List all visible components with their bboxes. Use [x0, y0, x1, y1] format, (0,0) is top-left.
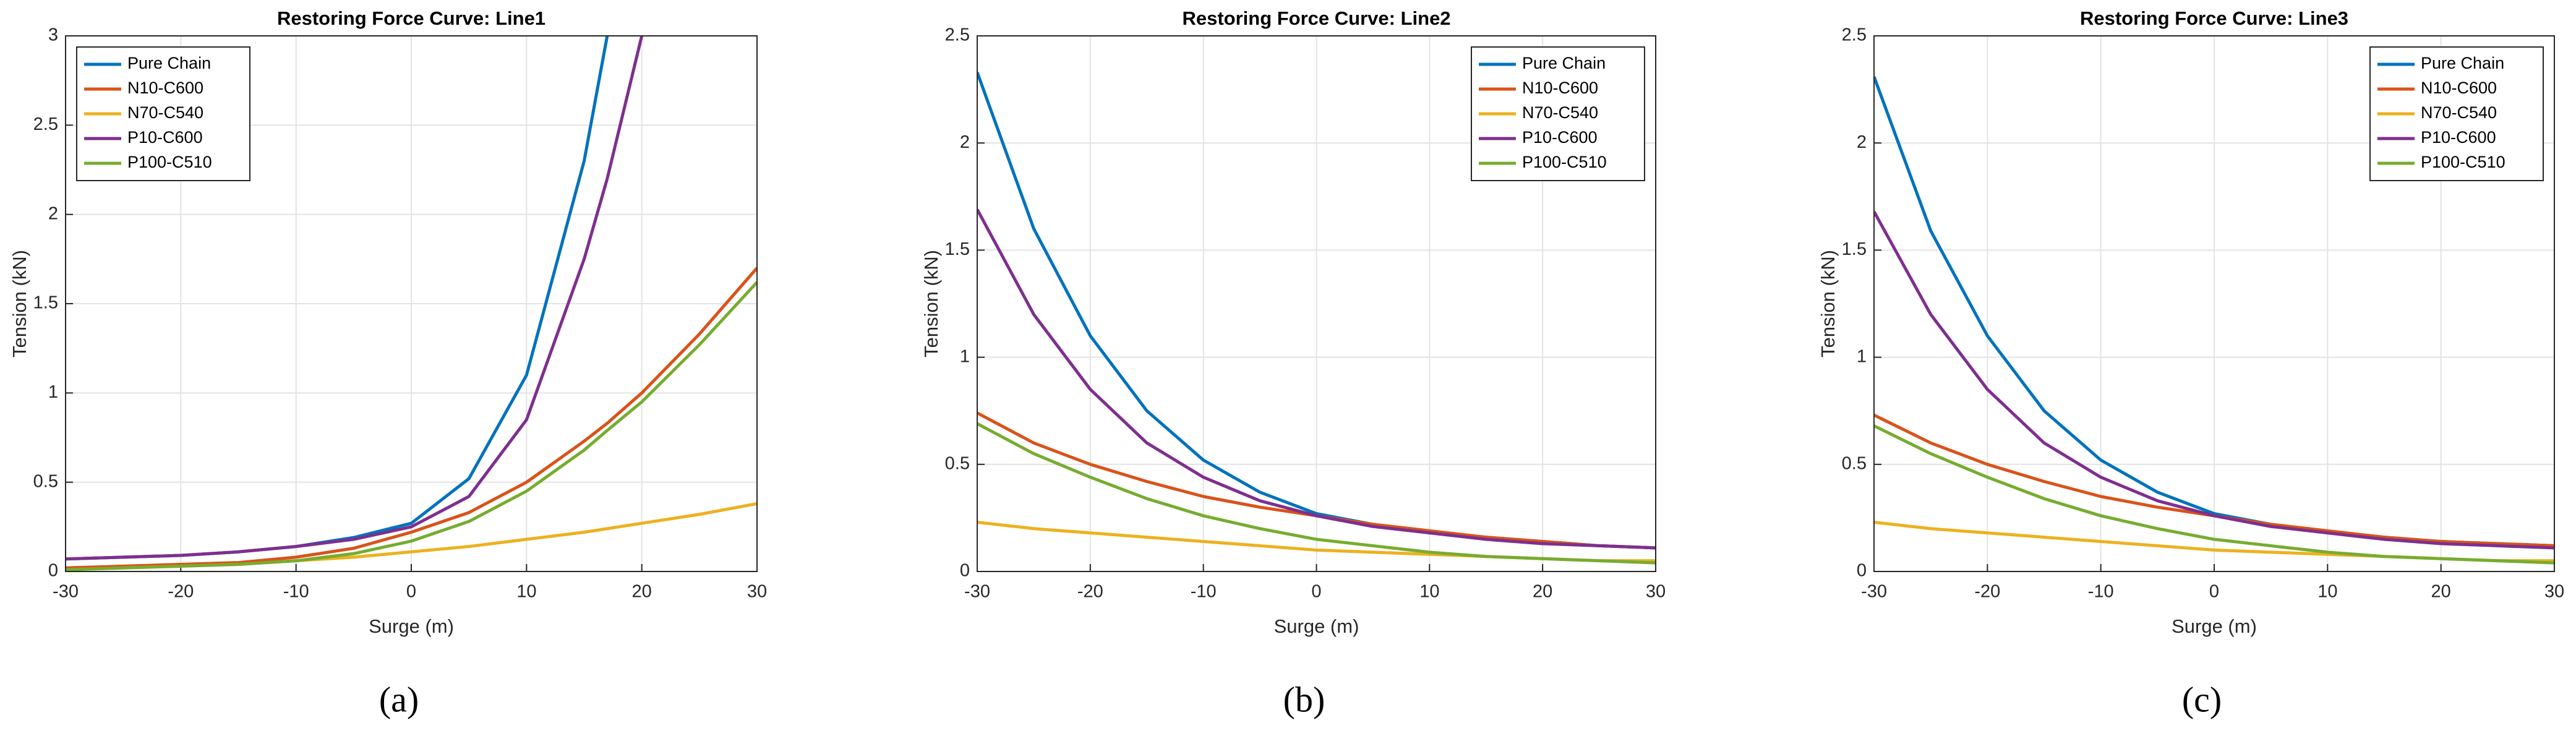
y-tick-label: 1 — [1857, 346, 1867, 366]
y-axis-label: Tension (kN) — [1817, 250, 1839, 357]
x-tick-label: -20 — [1974, 582, 2000, 602]
y-tick-label: 0.5 — [1842, 453, 1867, 473]
y-tick-label: 1 — [48, 382, 58, 402]
legend-label: P10-C600 — [1522, 128, 1598, 147]
x-tick-label: 30 — [1646, 582, 1666, 602]
y-tick-label: 3 — [48, 25, 58, 45]
series-line — [66, 267, 757, 570]
x-tick-label: 0 — [2209, 582, 2219, 602]
legend-label: N10-C600 — [1522, 79, 1598, 97]
caption: (a) — [379, 679, 419, 719]
legend-label: P10-C600 — [2421, 128, 2496, 147]
y-tick-label: 0.5 — [945, 453, 970, 473]
y-tick-label: 2 — [1857, 132, 1867, 152]
axes-box — [977, 35, 1656, 572]
y-tick-label: 2 — [960, 132, 970, 152]
x-tick-label: -20 — [1077, 582, 1103, 602]
x-tick-label: -30 — [1861, 582, 1887, 602]
y-tick-label: 2.5 — [1842, 25, 1867, 45]
y-axis-label: Tension (kN) — [9, 250, 30, 357]
legend-label: N10-C600 — [127, 79, 203, 97]
x-tick-label: -10 — [283, 582, 309, 602]
chart-title: Restoring Force Curve: Line3 — [2080, 7, 2348, 29]
caption: (c) — [2182, 679, 2222, 719]
y-axis-label: Tension (kN) — [920, 250, 942, 357]
series-line — [66, 281, 757, 571]
x-tick-label: -10 — [2088, 582, 2114, 602]
y-tick-label: 2.5 — [33, 114, 58, 134]
series-line — [977, 208, 1656, 550]
x-tick-label: 30 — [2544, 582, 2564, 602]
x-axis-label: Surge (m) — [369, 615, 454, 637]
x-tick-label: 20 — [632, 582, 652, 602]
y-tick-label: 2.5 — [945, 25, 970, 45]
x-axis-label: Surge (m) — [1274, 615, 1359, 637]
x-tick-label: -30 — [964, 582, 990, 602]
axes-box — [65, 35, 758, 572]
chart-title: Restoring Force Curve: Line2 — [1182, 7, 1450, 29]
x-tick-label: 20 — [2431, 582, 2451, 602]
x-tick-label: 0 — [406, 582, 416, 602]
legend-label: N10-C600 — [2421, 79, 2497, 97]
x-tick-label: 10 — [2317, 582, 2337, 602]
subplot: 0 0.5 1 1.5 2 2.5 -30 -20 -10 0 10 20 30 Restoring Fo… — [1817, 7, 2564, 719]
x-tick-label: 0 — [1311, 582, 1321, 602]
legend-label: P100-C510 — [1522, 153, 1607, 171]
y-tick-label: 0 — [48, 561, 58, 581]
x-axis-label: Surge (m) — [2172, 615, 2257, 637]
legend-label: Pure Chain — [1522, 54, 1606, 72]
y-tick-label: 1.5 — [945, 239, 970, 259]
x-tick-label: 10 — [516, 582, 536, 602]
y-tick-label: 1.5 — [1842, 239, 1867, 259]
y-tick-label: 1.5 — [33, 293, 58, 313]
y-tick-label: 0 — [1857, 561, 1867, 581]
legend-label: N70-C540 — [2421, 103, 2497, 122]
y-tick-label: 0 — [960, 561, 970, 581]
subplot: 0 0.5 1 1.5 2 2.5 3 -30 -20 -10 0 10 20 30 Restoring F… — [9, 7, 767, 719]
x-tick-label: 20 — [1533, 582, 1552, 602]
x-tick-label: 10 — [1419, 582, 1439, 602]
legend-label: P100-C510 — [127, 153, 212, 171]
series-line — [1874, 210, 2554, 550]
y-tick-label: 0.5 — [33, 471, 58, 491]
series-line — [1874, 424, 2554, 565]
x-tick-label: -20 — [168, 582, 194, 602]
legend-label: Pure Chain — [2421, 54, 2504, 72]
legend-label: N70-C540 — [1522, 103, 1598, 122]
x-tick-label: -30 — [53, 582, 79, 602]
series-line — [66, 36, 644, 561]
caption: (b) — [1283, 679, 1325, 719]
legend-label: P100-C510 — [2421, 153, 2505, 171]
y-tick-label: 2 — [48, 203, 58, 223]
chart-title: Restoring Force Curve: Line1 — [277, 7, 546, 29]
legend-label: Pure Chain — [127, 54, 211, 72]
x-tick-label: 30 — [747, 582, 767, 602]
x-tick-label: -10 — [1191, 582, 1217, 602]
legend-label: N70-C540 — [127, 103, 203, 122]
axes-box — [1873, 35, 2555, 572]
y-tick-label: 1 — [960, 346, 970, 366]
subplot: 0 0.5 1 1.5 2 2.5 -30 -20 -10 0 10 20 30 Restoring Fo… — [920, 7, 1666, 719]
legend-label: P10-C600 — [127, 128, 203, 147]
series-line — [977, 422, 1656, 565]
